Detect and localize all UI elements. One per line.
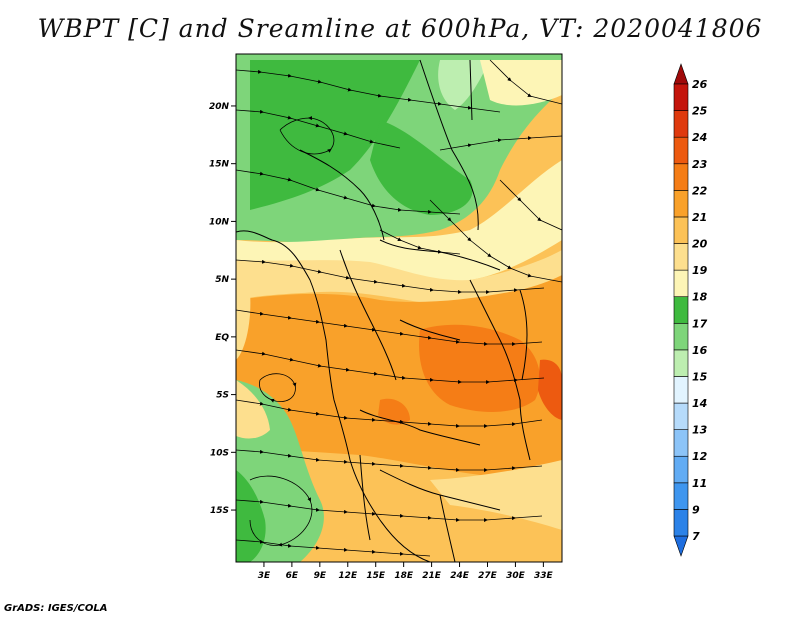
colorbar-label: 7 [692, 530, 700, 543]
lon-tick-label: 27E [478, 571, 498, 581]
colorbar: 7 9 11 12 13 14 15 16 17 18 19 20 21 22 23 24 25 26 [673, 63, 708, 557]
lat-tick-label: EQ [215, 333, 229, 343]
colorbar-segment [673, 136, 689, 165]
colorbar-label: 23 [692, 158, 708, 171]
colorbar-label: 24 [692, 131, 707, 144]
lon-tick-label: 12E [338, 571, 358, 581]
colorbar-segment [673, 110, 689, 138]
lon-tick-label: 33E [534, 571, 554, 581]
colorbar-label: 17 [692, 317, 708, 330]
lon-tick-label: 30E [506, 571, 526, 581]
map-frame [235, 53, 563, 563]
lat-tick-label: 10N [209, 217, 230, 227]
colorbar-segment [673, 216, 689, 244]
colorbar-label: 20 [692, 238, 708, 251]
colorbar-top-arrow [673, 63, 689, 85]
colorbar-label: 22 [692, 184, 708, 197]
colorbar-label: 26 [692, 78, 708, 91]
lon-tick-label: 6E [286, 571, 299, 581]
lon-tick-label: 15E [366, 571, 386, 581]
colorbar-segment [673, 482, 689, 510]
colorbar-segment [673, 509, 689, 537]
colorbar-label: 13 [692, 424, 708, 437]
lat-tick-label: 15N [209, 160, 230, 170]
colorbar-segment [673, 349, 689, 377]
wbpt-shading [236, 54, 562, 562]
lat-tick-label: 5S [216, 391, 229, 401]
colorbar-segment [673, 269, 689, 298]
colorbar-label: 25 [692, 105, 708, 118]
colorbar-label: 18 [692, 291, 708, 304]
lat-tick-label: 10S [210, 448, 229, 458]
colorbar-segment [673, 455, 689, 484]
colorbar-segment [673, 429, 689, 457]
lat-tick-label: 20N [209, 102, 230, 112]
colorbar-segment [673, 190, 689, 218]
colorbar-segment [673, 163, 689, 191]
colorbar-label: 9 [692, 503, 700, 516]
lon-tick-label: 21E [422, 571, 442, 581]
lon-tick-label: 24E [450, 571, 470, 581]
chart-title: WBPT [C] and Sreamline at 600hPa, VT: 20… [37, 14, 763, 43]
colorbar-segment [673, 243, 689, 271]
colorbar-label: 19 [692, 264, 708, 277]
lon-tick-label: 18E [394, 571, 414, 581]
colorbar-label: 21 [692, 211, 707, 224]
colorbar-label: 12 [692, 450, 708, 463]
lon-tick-label: 3E [258, 571, 271, 581]
lon-axis: 3E 6E 9E 12E 15E 18E 21E 24E 27E 30E 33E [258, 562, 554, 581]
colorbar-label: 14 [692, 397, 707, 410]
colorbar-label: 11 [692, 477, 707, 490]
colorbar-segment [673, 296, 689, 324]
colorbar-label: 15 [692, 370, 708, 383]
lat-tick-label: 5N [215, 275, 229, 285]
grads-credit: GrADS: IGES/COLA [4, 603, 108, 614]
streamlines [236, 59, 562, 557]
lat-axis: 20N 15N 10N 5N EQ 5S 10S 15S [209, 102, 236, 516]
colorbar-segment [673, 402, 689, 430]
colorbar-segment [673, 83, 689, 111]
colorbar-segment [673, 322, 689, 351]
colorbar-bottom-arrow [673, 535, 689, 557]
lon-tick-label: 9E [314, 571, 327, 581]
colorbar-segment [673, 376, 689, 404]
colorbar-label: 16 [692, 344, 708, 357]
lat-tick-label: 15S [210, 506, 229, 516]
